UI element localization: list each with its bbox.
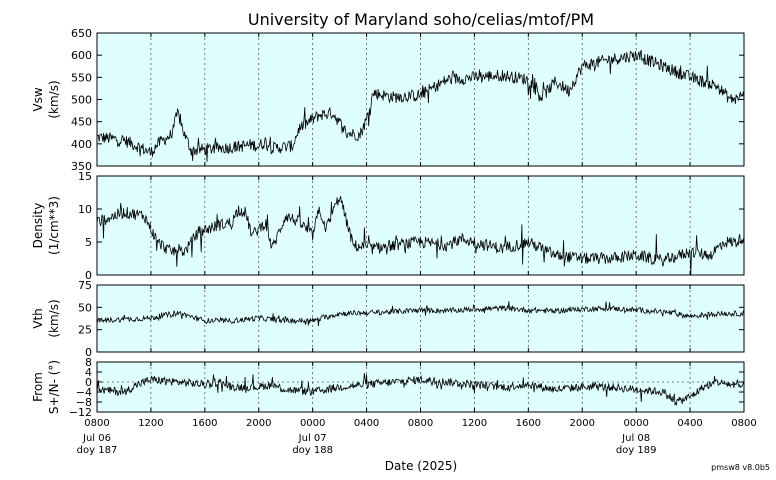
x-tick-label: 0000 [300, 418, 325, 429]
panel-vsw: 350 400 450 500 550 600 650 Vsw (km/s) [31, 27, 745, 173]
y-tick-label: 350 [71, 160, 92, 173]
x-tick-label: 1200 [462, 418, 487, 429]
y-tick-label: −4 [76, 386, 92, 399]
y-tick-label: 4 [85, 366, 92, 379]
y-axis-unit-label: (1/cm**3) [47, 196, 61, 255]
panel-density: 0 5 10 15 Density (1/cm**3) [31, 170, 745, 282]
y-tick-label: 0 [85, 376, 92, 389]
day-doy-label: doy 189 [616, 445, 657, 456]
x-tick-label: 0800 [408, 418, 433, 429]
series-line [96, 373, 745, 406]
x-tick-label: 1600 [516, 418, 541, 429]
day-date-label: Jul 08 [621, 433, 650, 444]
x-axis-label: Date (2025) [385, 459, 457, 473]
x-tick-label: 0800 [84, 418, 109, 429]
y-axis-label: Density [31, 203, 45, 249]
series-line [96, 195, 745, 276]
y-tick-label: 25 [78, 324, 92, 337]
y-tick-label: 5 [85, 236, 92, 249]
day-doy-label: doy 188 [292, 445, 333, 456]
y-tick-label: 650 [71, 27, 92, 40]
y-tick-label: 500 [71, 94, 92, 107]
chart-title: University of Maryland soho/celias/mtof/… [248, 10, 594, 29]
x-tick-label: 0400 [677, 418, 702, 429]
y-tick-label: 75 [78, 279, 92, 292]
y-axis-label: Vsw [31, 87, 45, 111]
y-tick-label: −8 [76, 396, 92, 409]
day-date-label: Jul 07 [298, 433, 327, 444]
x-tick-label: 0400 [354, 418, 379, 429]
y-tick-label: 10 [78, 203, 92, 216]
x-tick-label: 0000 [623, 418, 648, 429]
series-line [96, 49, 745, 162]
y-tick-label: 0 [85, 346, 92, 359]
series-line [96, 301, 745, 327]
y-tick-label: 15 [78, 170, 92, 183]
x-tick-label: 1600 [192, 418, 217, 429]
y-axis-label: Vth [31, 308, 45, 329]
day-doy-label: doy 187 [77, 445, 118, 456]
y-tick-label: 8 [85, 356, 92, 369]
y-tick-label: 600 [71, 49, 92, 62]
day-date-label: Jul 06 [82, 433, 111, 444]
y-tick-label: 550 [71, 71, 92, 84]
y-axis-unit-label: (km/s) [47, 80, 61, 118]
y-tick-label: −12 [69, 406, 92, 419]
y-tick-label: 50 [78, 301, 92, 314]
version-note: pmsw8 v8.0b5 [711, 463, 770, 472]
x-tick-label: 2000 [570, 418, 595, 429]
x-tick-label: 1200 [138, 418, 163, 429]
y-tick-label: 450 [71, 116, 92, 129]
y-axis-label: From [31, 372, 45, 402]
x-tick-label: 0800 [731, 418, 756, 429]
y-tick-label: 0 [85, 269, 92, 282]
panel-vth: 0 25 50 75 Vth (km/s) [31, 279, 745, 359]
y-tick-label: 400 [71, 138, 92, 151]
y-axis-unit-label: (km/s) [47, 299, 61, 337]
x-tick-label: 2000 [246, 418, 271, 429]
y-axis-unit-label: S+/N- (°) [47, 360, 61, 414]
